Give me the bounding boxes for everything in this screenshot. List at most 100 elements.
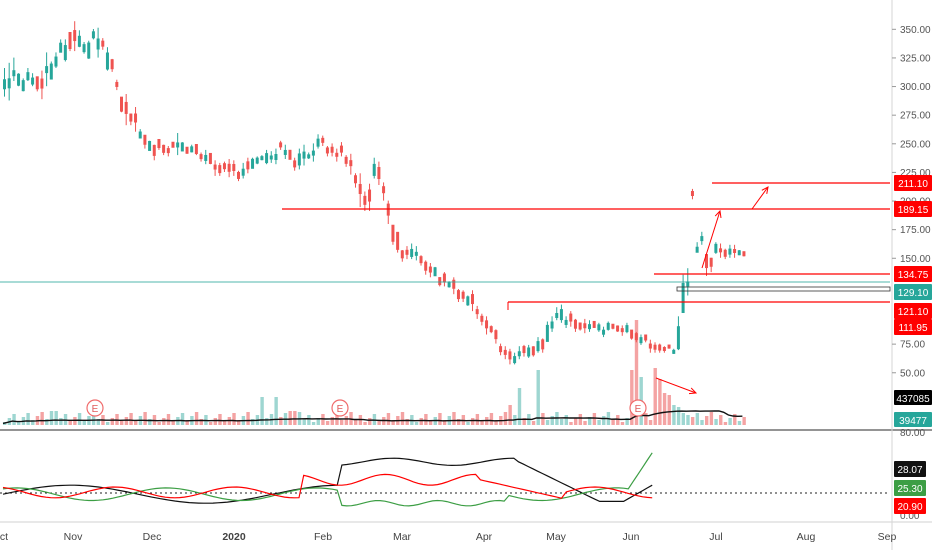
- candle-body: [316, 138, 320, 147]
- candle: [391, 224, 395, 245]
- volume-bar: [653, 368, 657, 425]
- candle: [208, 152, 212, 165]
- time-axis-label[interactable]: Feb: [314, 531, 332, 543]
- candle: [335, 148, 339, 162]
- candle-body: [564, 319, 568, 325]
- volume-bar: [105, 422, 110, 425]
- volume-bar: [180, 413, 185, 425]
- volume-bar: [564, 415, 568, 425]
- candle: [59, 39, 63, 53]
- time-axis-label[interactable]: Apr: [476, 531, 493, 543]
- candle: [45, 52, 49, 87]
- price-tag: 189.15: [894, 201, 932, 217]
- price-tick-label: 350.00: [900, 25, 931, 36]
- volume-bar: [54, 411, 58, 425]
- candle-body: [54, 56, 58, 67]
- candle: [354, 173, 357, 188]
- candle-body: [522, 346, 526, 354]
- candle-body: [110, 59, 114, 70]
- volume-bar: [49, 411, 54, 425]
- time-axis-label[interactable]: Jul: [709, 531, 722, 543]
- candle-body: [82, 44, 86, 53]
- candle-body: [676, 326, 680, 350]
- earnings-marker[interactable]: E: [86, 399, 104, 417]
- candle: [255, 156, 259, 165]
- earnings-marker[interactable]: E: [629, 399, 647, 417]
- price-tag: 129.10: [894, 284, 932, 300]
- candle: [705, 253, 708, 276]
- time-axis-label[interactable]: Sep: [878, 531, 897, 543]
- candle-body: [536, 341, 540, 352]
- candle-body: [447, 282, 451, 288]
- volume-bar: [466, 422, 470, 425]
- candle: [728, 244, 732, 258]
- volume-bar: [354, 419, 358, 425]
- candle: [550, 316, 554, 332]
- candle: [662, 346, 666, 353]
- candle-body: [438, 277, 442, 286]
- volume-bar: [171, 421, 175, 425]
- time-axis-label[interactable]: Jun: [623, 531, 640, 543]
- price-tick-label: 175.00: [900, 225, 931, 236]
- candle: [96, 27, 100, 58]
- volume-bar: [311, 422, 316, 425]
- time-axis-label[interactable]: ct: [0, 531, 8, 543]
- candle-body: [513, 356, 517, 364]
- candle: [667, 344, 671, 349]
- oscillator-line-green: [2, 452, 653, 507]
- candle: [545, 321, 549, 342]
- volume-bar: [648, 420, 653, 425]
- candle-body: [339, 145, 343, 153]
- volume-moving-average: [2, 410, 743, 425]
- time-axis-label[interactable]: 2020: [222, 531, 246, 543]
- candle-body: [386, 203, 390, 216]
- volume-bar: [134, 420, 138, 425]
- time-axis-label[interactable]: Dec: [143, 531, 162, 543]
- volume-bar: [414, 422, 419, 425]
- candle: [700, 231, 704, 245]
- candle: [644, 334, 648, 343]
- earnings-label: E: [92, 404, 99, 415]
- time-axis-label[interactable]: Nov: [64, 531, 83, 543]
- volume-bar: [494, 420, 498, 425]
- candle: [527, 344, 531, 358]
- candle: [213, 160, 217, 176]
- candle: [283, 144, 287, 159]
- oscillator-tick-label: 80.00: [900, 428, 925, 439]
- earnings-marker[interactable]: E: [331, 399, 349, 417]
- volume-bar: [363, 422, 367, 425]
- time-axis-label[interactable]: Mar: [393, 531, 412, 543]
- volume-bar: [456, 419, 461, 425]
- volume-bar: [733, 414, 737, 425]
- time-axis-label[interactable]: May: [546, 531, 567, 543]
- candle: [152, 144, 156, 161]
- price-tick-label: 75.00: [900, 340, 925, 351]
- volume-bar: [728, 418, 732, 425]
- price-tag-label: 189.15: [898, 205, 929, 216]
- time-axis[interactable]: ct Nov Dec 2020 Feb Mar Apr May Jun Jul Aug Sep: [0, 531, 896, 543]
- price-axis[interactable]: 350.00325.00300.00275.00250.00225.00200.…: [891, 0, 931, 550]
- candle-body: [246, 161, 250, 170]
- candle: [508, 348, 512, 365]
- volume-bar: [714, 419, 718, 425]
- candle-body: [714, 243, 718, 253]
- time-axis-label[interactable]: Aug: [797, 531, 816, 543]
- volume-bar: [559, 419, 564, 425]
- price-tick-label: 150.00: [900, 254, 931, 265]
- candle-body: [499, 346, 503, 353]
- candle: [452, 277, 456, 295]
- candle-body: [625, 325, 629, 333]
- candle-body: [410, 248, 414, 257]
- candle-body: [199, 154, 203, 160]
- candle-body: [588, 324, 591, 330]
- volume-bar: [213, 418, 217, 425]
- candle-body: [101, 40, 105, 47]
- volume-bar: [616, 415, 620, 425]
- price-tick-label: 275.00: [900, 111, 931, 122]
- volume-bar: [232, 413, 236, 425]
- drawing-annotations[interactable]: [0, 182, 891, 395]
- candle: [157, 139, 161, 150]
